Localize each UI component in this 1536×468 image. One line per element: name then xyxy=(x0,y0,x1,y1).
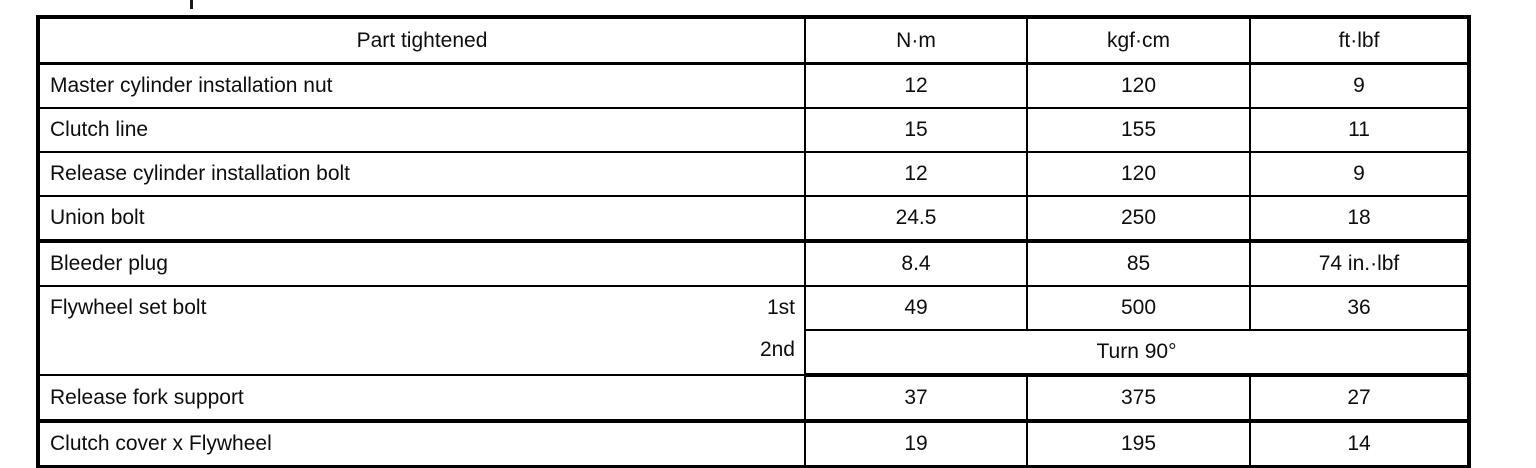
turn-90-merged-cell: Turn 90° xyxy=(804,329,1470,377)
table-row: Release cylinder installation bolt 12 12… xyxy=(37,151,1470,197)
kgf-cm-cell: 375 xyxy=(1026,374,1251,423)
part-cell: Master cylinder installation nut xyxy=(37,62,806,109)
kgf-cm-cell: 120 xyxy=(1026,62,1251,109)
nm-cell: 19 xyxy=(804,420,1028,468)
part-cell: Bleeder plug xyxy=(37,240,806,287)
nm-cell: 12 xyxy=(804,151,1028,197)
part-cell: Union bolt xyxy=(37,195,806,243)
nm-cell: 15 xyxy=(804,107,1028,153)
table-row: Clutch cover x Flywheel 19 195 14 xyxy=(37,420,1470,468)
kgf-cm-cell: 195 xyxy=(1026,420,1251,468)
part-label: Flywheel set bolt xyxy=(50,296,207,319)
table-row: Clutch line 15 155 11 xyxy=(37,107,1470,153)
step-2nd-label: 2nd xyxy=(759,338,795,361)
table-row-flywheel-2nd: Turn 90° xyxy=(38,329,1470,377)
ft-lbf-cell: 9 xyxy=(1249,62,1470,109)
part-cell: Clutch line xyxy=(37,107,806,153)
part-cell-flywheel: Flywheel set bolt 1st 2nd xyxy=(37,285,806,376)
header-ft-lbf: ft·lbf xyxy=(1249,16,1470,65)
ft-lbf-cell: 11 xyxy=(1249,107,1470,153)
ft-lbf-cell: 14 xyxy=(1249,420,1470,468)
step-1st-label: 1st xyxy=(766,296,795,319)
step-labels: 1st 2nd xyxy=(759,288,803,371)
nm-cell: 12 xyxy=(804,62,1028,109)
part-cell: Clutch cover x Flywheel xyxy=(37,420,806,468)
part-cell: Release fork support xyxy=(37,374,806,423)
header-nm: N·m xyxy=(804,16,1028,65)
torque-spec-table: Part tightened N·m kgf·cm ft·lbf Master … xyxy=(36,15,1471,468)
nm-cell: 37 xyxy=(804,374,1028,423)
table-row-flywheel-1st: Flywheel set bolt 1st 2nd 49 500 36 xyxy=(37,285,1470,376)
table-row: Union bolt 24.5 250 18 xyxy=(37,195,1470,243)
part-cell: Release cylinder installation bolt xyxy=(37,151,806,197)
ft-lbf-cell: 27 xyxy=(1249,374,1470,423)
kgf-cm-cell: 155 xyxy=(1026,107,1251,153)
nm-cell: 24.5 xyxy=(804,195,1028,243)
ft-lbf-cell: 36 xyxy=(1249,285,1470,331)
header-row: Part tightened N·m kgf·cm ft·lbf xyxy=(37,16,1470,65)
nm-cell: 8.4 xyxy=(804,240,1028,287)
ft-lbf-cell: 74 in.·lbf xyxy=(1249,240,1470,287)
header-part-tightened: Part tightened xyxy=(37,16,806,65)
scan-artifact-tick xyxy=(190,0,193,9)
kgf-cm-cell: 85 xyxy=(1026,240,1251,287)
kgf-cm-cell: 500 xyxy=(1026,285,1251,331)
kgf-cm-cell: 120 xyxy=(1026,151,1251,197)
table-row: Bleeder plug 8.4 85 74 in.·lbf xyxy=(37,240,1470,287)
header-kgf-cm: kgf·cm xyxy=(1026,16,1251,65)
table-row: Release fork support 37 375 27 xyxy=(37,374,1470,423)
table-row: Master cylinder installation nut 12 120 … xyxy=(37,62,1470,109)
nm-cell: 49 xyxy=(804,285,1028,331)
ft-lbf-cell: 9 xyxy=(1249,151,1470,197)
ft-lbf-cell: 18 xyxy=(1249,195,1470,243)
kgf-cm-cell: 250 xyxy=(1026,195,1251,243)
